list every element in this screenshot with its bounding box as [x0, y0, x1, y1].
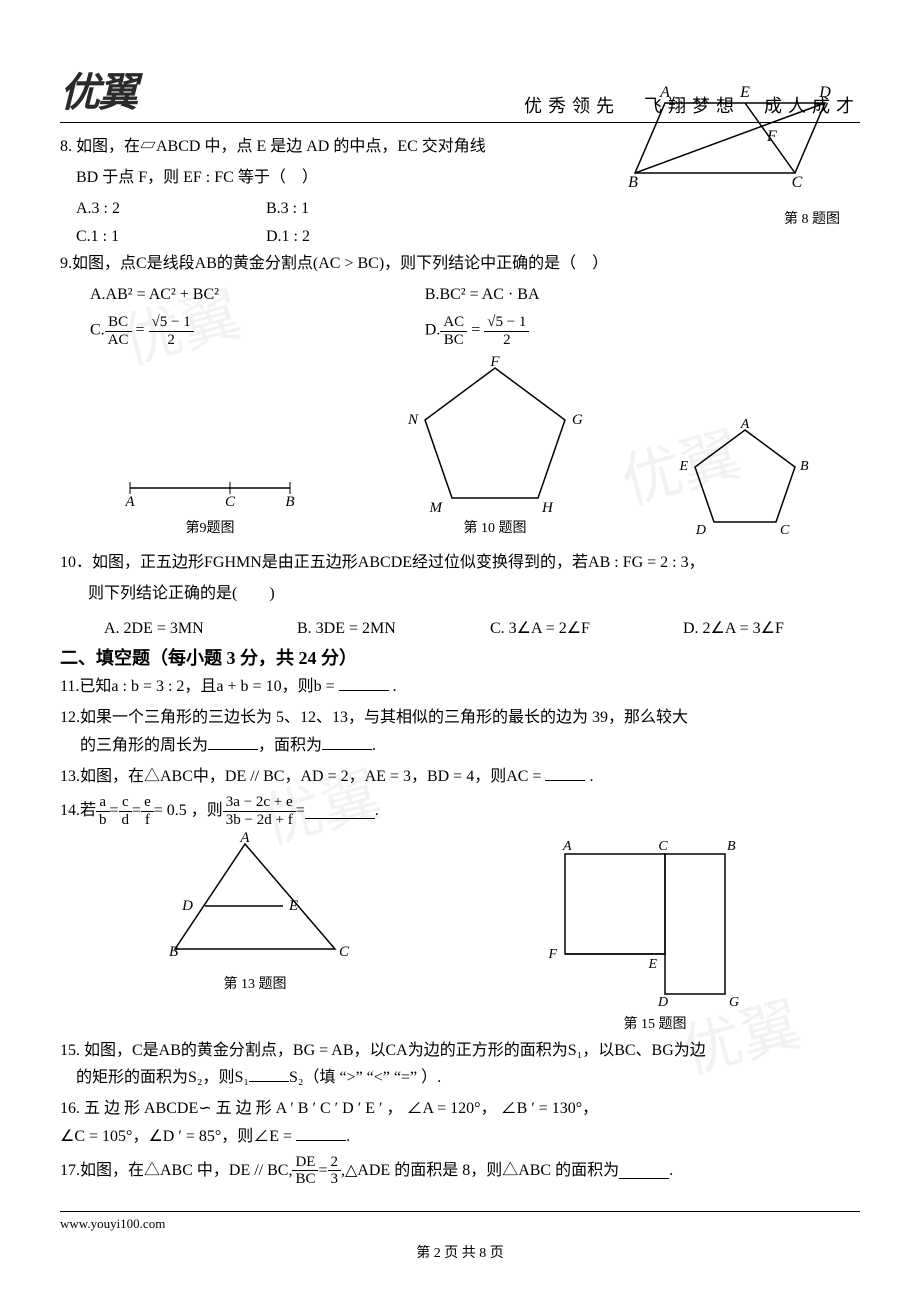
svg-text:A: A — [740, 417, 750, 432]
q9-optD: D.ACBC = √5 − 12 — [425, 314, 860, 348]
q8-optD: D.1 : 2 — [250, 223, 440, 250]
q8-figure: A E D B C F — [615, 83, 855, 193]
section2-title: 二、填空题（每小题 3 分，共 24 分） — [60, 643, 860, 674]
svg-text:C: C — [225, 494, 236, 510]
q9-fig-label: 第9题图 — [110, 517, 310, 541]
q8-optA: A.3 : 2 — [60, 195, 250, 222]
blank — [322, 734, 372, 750]
blank — [305, 803, 375, 819]
q8-optB: B.3 : 1 — [250, 195, 440, 222]
page-number: 第 2 页 共 8 页 — [60, 1242, 860, 1262]
q10-figure-big: F G H M N — [410, 358, 580, 508]
q8-optC: C.1 : 1 — [60, 223, 250, 250]
svg-text:D: D — [657, 995, 668, 1010]
fig13-label: 第 13 题图 — [155, 973, 355, 997]
q9-optC: C.BCAC = √5 − 12 — [60, 314, 425, 348]
q11: 11.已知a : b = 3 : 2，且a + b = 10，则b = . — [60, 673, 860, 700]
svg-text:B: B — [285, 494, 294, 510]
svg-text:H: H — [541, 500, 554, 516]
svg-text:C: C — [658, 839, 668, 854]
blank — [208, 734, 258, 750]
blank — [296, 1125, 346, 1141]
svg-text:E: E — [647, 957, 657, 972]
q10-fig-label: 第 10 题图 — [410, 517, 580, 541]
svg-text:B: B — [169, 944, 178, 960]
svg-text:G: G — [572, 412, 583, 428]
q10-optD: D. 2∠A = 3∠F — [667, 615, 860, 642]
q10-stem2: 则下列结论正确的是( ) — [60, 580, 860, 607]
q9-figure: A C B — [110, 468, 310, 508]
q9-optB: B.BC² = AC · BA — [425, 281, 860, 308]
svg-text:A: A — [124, 494, 135, 510]
svg-text:D: D — [818, 84, 831, 101]
svg-text:A: A — [239, 830, 250, 846]
footer-url: www.youyi100.com — [60, 1216, 860, 1232]
q10-stem: 10．如图，正五边形FGHMN是由正五边形ABCDE经过位似变换得到的，若AB … — [60, 549, 860, 576]
q15: 15. 如图，C是AB的黄金分割点，BG = AB，以CA为边的正方形的面积为S… — [60, 1037, 860, 1091]
svg-text:C: C — [780, 523, 790, 538]
svg-text:F: F — [489, 354, 500, 370]
content: 8. 如图，在▱ABCD 中，点 E 是边 AD 的中点，EC 交对角线 BD … — [60, 133, 860, 1188]
svg-text:E: E — [739, 84, 750, 101]
svg-text:F: F — [766, 128, 777, 145]
q17: 17.如图，在△ABC 中，DE // BC, DEBC = 23 ,△ADE … — [60, 1154, 860, 1188]
q15-figure: A C B F E D G — [545, 834, 765, 1004]
q8-fig-label: 第 8 题图 — [784, 208, 840, 232]
svg-text:A: A — [659, 84, 670, 101]
footer: www.youyi100.com 第 2 页 共 8 页 — [60, 1211, 860, 1262]
svg-text:N: N — [407, 412, 419, 428]
blank — [339, 675, 389, 691]
q10-figure-small: A B C D E — [680, 422, 810, 532]
svg-text:G: G — [729, 995, 739, 1010]
blank — [545, 765, 585, 781]
q8-stem1: 8. 如图，在▱ABCD 中，点 E 是边 AD 的中点，EC 交对角线 — [60, 133, 610, 160]
svg-text:B: B — [800, 459, 809, 474]
svg-text:C: C — [339, 944, 350, 960]
fig15-label: 第 15 题图 — [545, 1013, 765, 1037]
svg-text:A: A — [562, 839, 572, 854]
q10-optA: A. 2DE = 3MN — [88, 615, 281, 642]
svg-text:F: F — [547, 947, 557, 962]
blank — [249, 1066, 289, 1082]
svg-text:D: D — [181, 898, 193, 914]
q9-stem: 9.如图，点C是线段AB的黄金分割点(AC > BC)，则下列结论中正确的是（ … — [60, 250, 860, 277]
blank — [619, 1163, 669, 1179]
svg-text:M: M — [429, 500, 444, 516]
q14: 14.若 ab = cd = ef = 0.5 ，则 3a − 2c + e3b… — [60, 794, 860, 828]
q16: 16. 五 边 形 ABCDE∽ 五 边 形 A ′ B ′ C ′ D ′ E… — [60, 1095, 860, 1149]
q9-optA: A.AB² = AC² + BC² — [60, 281, 425, 308]
q10-optB: B. 3DE = 2MN — [281, 615, 474, 642]
svg-text:E: E — [678, 459, 688, 474]
svg-text:B: B — [628, 174, 638, 191]
q13: 13.如图，在△ABC中，DE // BC，AD = 2，AE = 3，BD =… — [60, 763, 860, 790]
q13-figure: A B C D E — [155, 834, 355, 964]
svg-text:C: C — [792, 174, 803, 191]
svg-text:D: D — [695, 523, 706, 538]
q12: 12.如果一个三角形的三边长为 5、12、13，与其相似的三角形的最长的边为 3… — [60, 704, 860, 758]
q10-optC: C. 3∠A = 2∠F — [474, 615, 667, 642]
logo: 优翼 — [60, 60, 136, 118]
q8-stem2: BD 于点 F，则 EF : FC 等于（ ） — [60, 164, 610, 191]
svg-text:B: B — [727, 839, 736, 854]
svg-text:E: E — [288, 898, 298, 914]
